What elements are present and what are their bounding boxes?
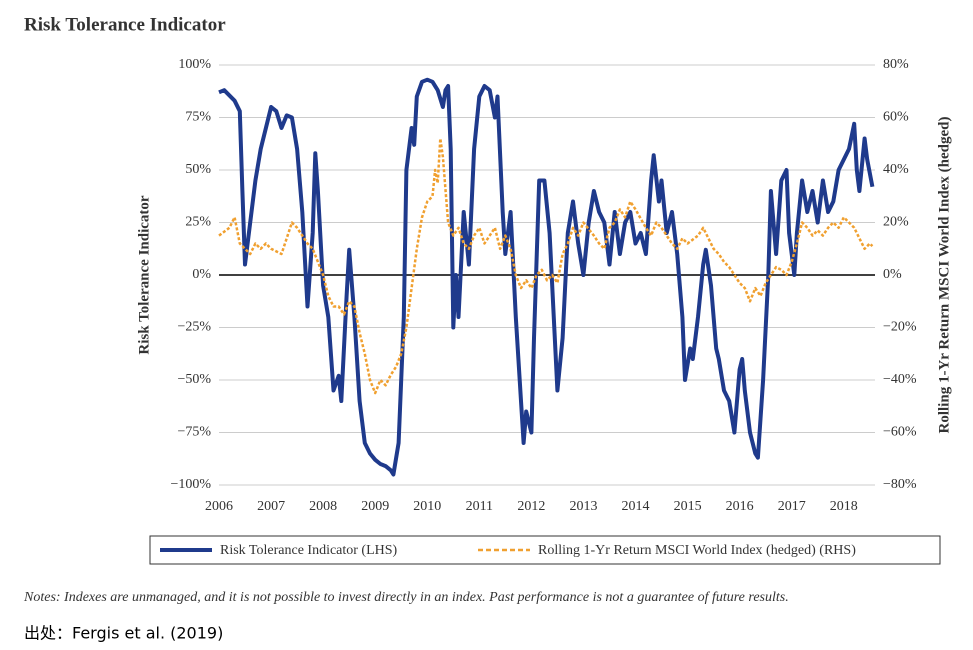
x-tick-label: 2010 [413,499,441,514]
y2-tick-label: −20% [883,320,917,335]
y2-tick-label: −80% [883,477,917,492]
chart-title: Risk Tolerance Indicator [24,14,226,35]
y2-tick-label: −40% [883,372,917,387]
x-tick-label: 2017 [778,499,806,514]
y-tick-label: −75% [177,425,211,440]
y-tick-label: −25% [177,320,211,335]
legend-label: Rolling 1-Yr Return MSCI World Index (he… [538,543,856,558]
notes: Notes: Indexes are unmanaged, and it is … [23,590,789,605]
x-tick-label: 2016 [726,499,754,514]
x-tick-label: 2013 [569,499,597,514]
legend-label: Risk Tolerance Indicator (LHS) [220,543,398,558]
x-tick-label: 2008 [309,499,337,514]
y-tick-label: −100% [170,477,211,492]
y-tick-label: 50% [185,162,211,177]
y-tick-label: 100% [178,57,211,72]
y2-tick-label: 40% [883,162,909,177]
y2-tick-label: −60% [883,425,917,440]
x-tick-label: 2006 [205,499,233,514]
x-tick-label: 2018 [830,499,858,514]
x-tick-label: 2015 [674,499,702,514]
x-tick-label: 2012 [517,499,545,514]
legend-box [149,535,941,565]
x-tick-label: 2009 [361,499,389,514]
y-axis-label: Risk Tolerance Indicator [136,195,152,355]
y-tick-label: 75% [185,110,211,125]
y-tick-label: −50% [177,372,211,387]
x-tick-label: 2007 [257,499,285,514]
source: 出处：Fergis et al. (2019) [24,624,223,643]
series-line [218,137,874,395]
x-tick-label: 2014 [622,499,650,514]
y2-tick-label: 0% [883,267,902,282]
y2-tick-label: 80% [883,57,909,72]
y2-tick-label: 20% [883,215,909,230]
x-tick-label: 2011 [466,499,493,514]
y2-tick-label: 60% [883,110,909,125]
series-line [218,77,875,477]
y2-axis-label: Rolling 1-Yr Return MSCI World Index (he… [936,117,952,434]
y-tick-label: 25% [185,215,211,230]
y-tick-label: 0% [192,267,211,282]
